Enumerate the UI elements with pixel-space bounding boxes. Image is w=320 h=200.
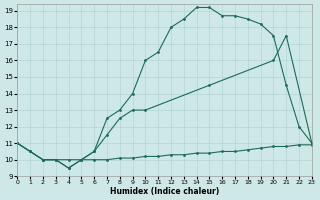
X-axis label: Humidex (Indice chaleur): Humidex (Indice chaleur) — [110, 187, 219, 196]
